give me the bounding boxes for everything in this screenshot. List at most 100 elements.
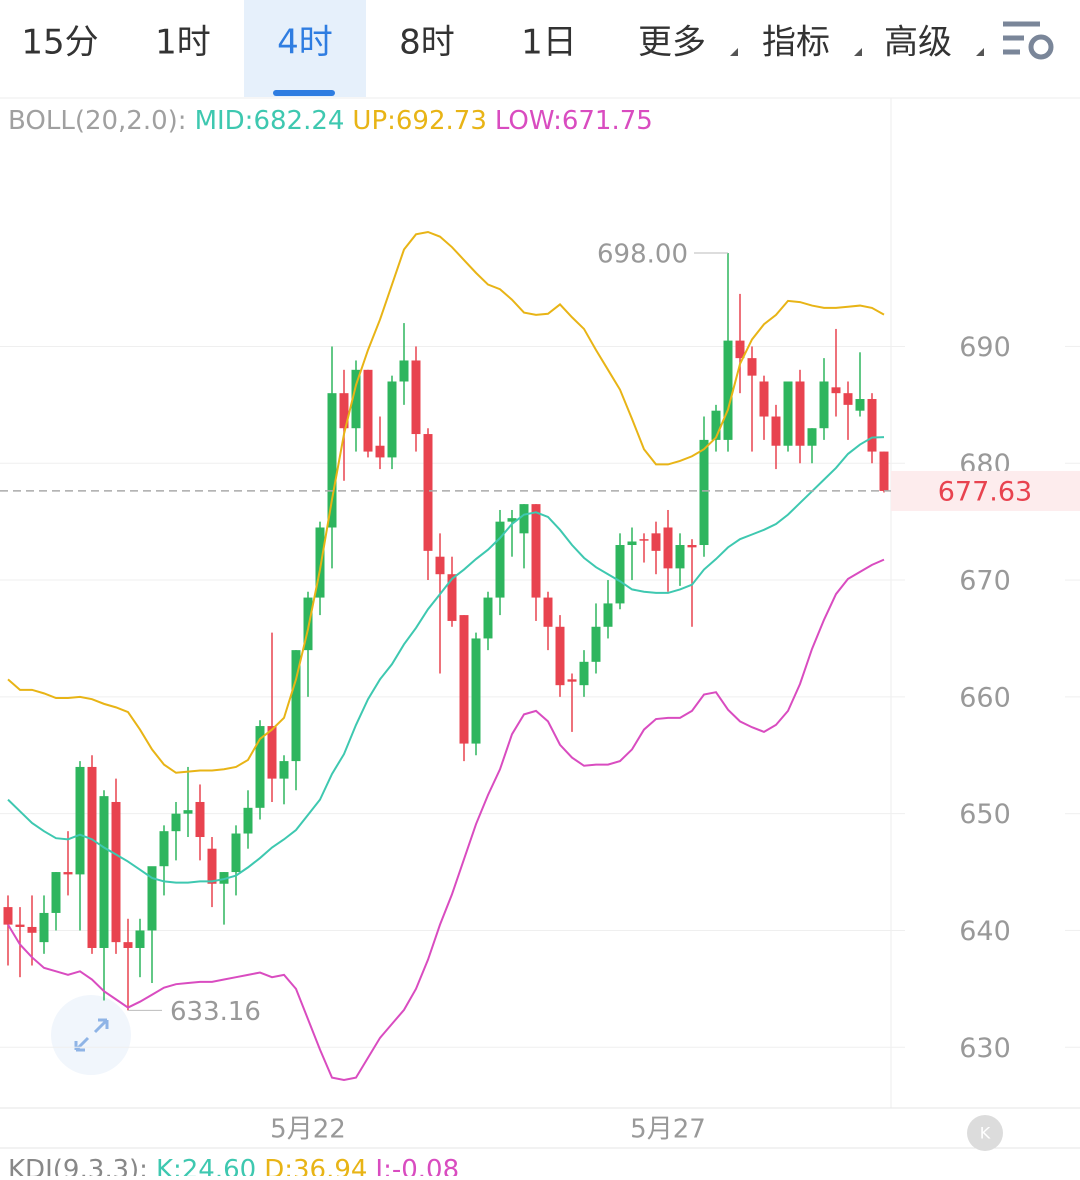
candle-body — [651, 533, 661, 551]
tab[interactable]: 更多 — [638, 23, 706, 63]
dropdown-arrow — [730, 48, 738, 56]
candle-body — [591, 626, 601, 662]
candle-body — [483, 597, 493, 639]
candle-body — [627, 541, 637, 546]
candle-body — [735, 340, 745, 359]
candle-body — [711, 410, 721, 440]
k-value: K:24.60 — [156, 1155, 256, 1177]
tab[interactable]: 4时 — [277, 23, 333, 63]
sub-indicator-legend: KDJ(9,3,3): K:24.60 D:36.94 J:-0.08 — [8, 1155, 459, 1177]
candle-body — [843, 393, 853, 405]
candle-body — [75, 766, 85, 875]
y-tick-label: 660 — [959, 682, 1011, 713]
candle-body — [291, 650, 301, 762]
annotation-label: 698.00 — [597, 240, 688, 270]
candle-body — [771, 416, 781, 446]
candle-body — [159, 831, 169, 867]
candle-body — [3, 907, 13, 925]
candle-body — [147, 866, 157, 931]
candle-body — [879, 451, 889, 491]
last-price-box — [891, 470, 1080, 511]
boll-line — [7, 230, 885, 774]
candle-body — [183, 810, 193, 814]
j-value: J:-0.08 — [373, 1155, 459, 1177]
candle-body — [51, 872, 61, 913]
x-tick-label: 5月27 — [630, 1115, 706, 1145]
candle-body — [279, 761, 289, 779]
candle-body — [435, 556, 445, 575]
boll-line — [7, 436, 885, 884]
candle-body — [783, 381, 793, 446]
candle-body — [795, 381, 805, 446]
candle-body — [219, 872, 229, 884]
candle-body — [819, 381, 829, 429]
candle-body — [543, 597, 553, 627]
candle-body — [867, 399, 877, 452]
candle-body — [663, 527, 673, 569]
tab[interactable]: 15分 — [21, 23, 98, 63]
candle-body — [387, 381, 397, 458]
candle-body — [687, 545, 697, 548]
candle-body — [675, 545, 685, 569]
candle-body — [135, 930, 145, 948]
scroll-icon: K — [980, 1124, 991, 1143]
expand-icon — [74, 1018, 109, 1052]
candle-body — [567, 679, 577, 682]
candle-body — [27, 926, 37, 933]
candle-body — [411, 360, 421, 435]
candle-body — [723, 340, 733, 440]
candle-body — [231, 833, 241, 873]
candle-body — [99, 796, 109, 948]
y-tick-label: 640 — [959, 916, 1011, 947]
indicator-legend: BOLL(20,2.0): MID:682.24 UP:692.73 LOW:671.… — [8, 106, 653, 136]
expand-button[interactable] — [51, 995, 131, 1075]
candle-body — [855, 399, 865, 411]
legend-entry: LOW:671.75 — [495, 106, 653, 136]
candle-body — [423, 434, 433, 551]
y-tick-label: 670 — [959, 566, 1011, 597]
candle-body — [519, 504, 529, 534]
candle-body — [255, 726, 265, 808]
candle-body — [15, 924, 25, 927]
candle-body — [471, 638, 481, 744]
y-tick-label: 630 — [959, 1033, 1011, 1064]
settings-icon[interactable] — [1003, 21, 1054, 60]
legend-entry: MID:682.24 — [195, 106, 345, 136]
tab[interactable]: 8时 — [399, 23, 455, 63]
candle-body — [39, 912, 49, 943]
candle-body — [747, 358, 757, 376]
candle-body — [363, 369, 373, 452]
last-price-label: 677.63 — [938, 476, 1032, 507]
candle-body — [459, 615, 469, 744]
candle-body — [579, 661, 589, 686]
tab[interactable]: 指标 — [762, 23, 830, 63]
candle-body — [375, 445, 385, 458]
tab[interactable]: 1日 — [521, 23, 577, 63]
annotation-label: 633.16 — [170, 997, 261, 1027]
candle-body — [639, 539, 649, 541]
candle-body — [699, 439, 709, 546]
candle-body — [807, 428, 817, 446]
candle-body — [603, 603, 613, 627]
candle-body — [87, 766, 97, 948]
tab[interactable]: 高级 — [884, 23, 952, 63]
active-tab-bg — [244, 0, 366, 97]
indicator-name: BOLL(20,2.0): — [8, 106, 187, 136]
candle-body — [207, 848, 217, 884]
candle-body — [555, 626, 565, 686]
tab[interactable]: 1时 — [155, 23, 211, 63]
boll-line — [7, 558, 885, 1081]
candle-body — [339, 393, 349, 429]
dropdown-arrow — [976, 48, 984, 56]
candle-body — [447, 574, 457, 621]
candle-body — [531, 504, 541, 598]
candle-body — [315, 527, 325, 598]
scroll-latest-button[interactable] — [967, 1115, 1003, 1151]
d-value: D:36.94 — [264, 1155, 367, 1177]
active-tab-indicator — [273, 90, 335, 96]
candle-body — [303, 597, 313, 651]
candle-body — [195, 801, 205, 838]
candle-body — [243, 807, 253, 834]
